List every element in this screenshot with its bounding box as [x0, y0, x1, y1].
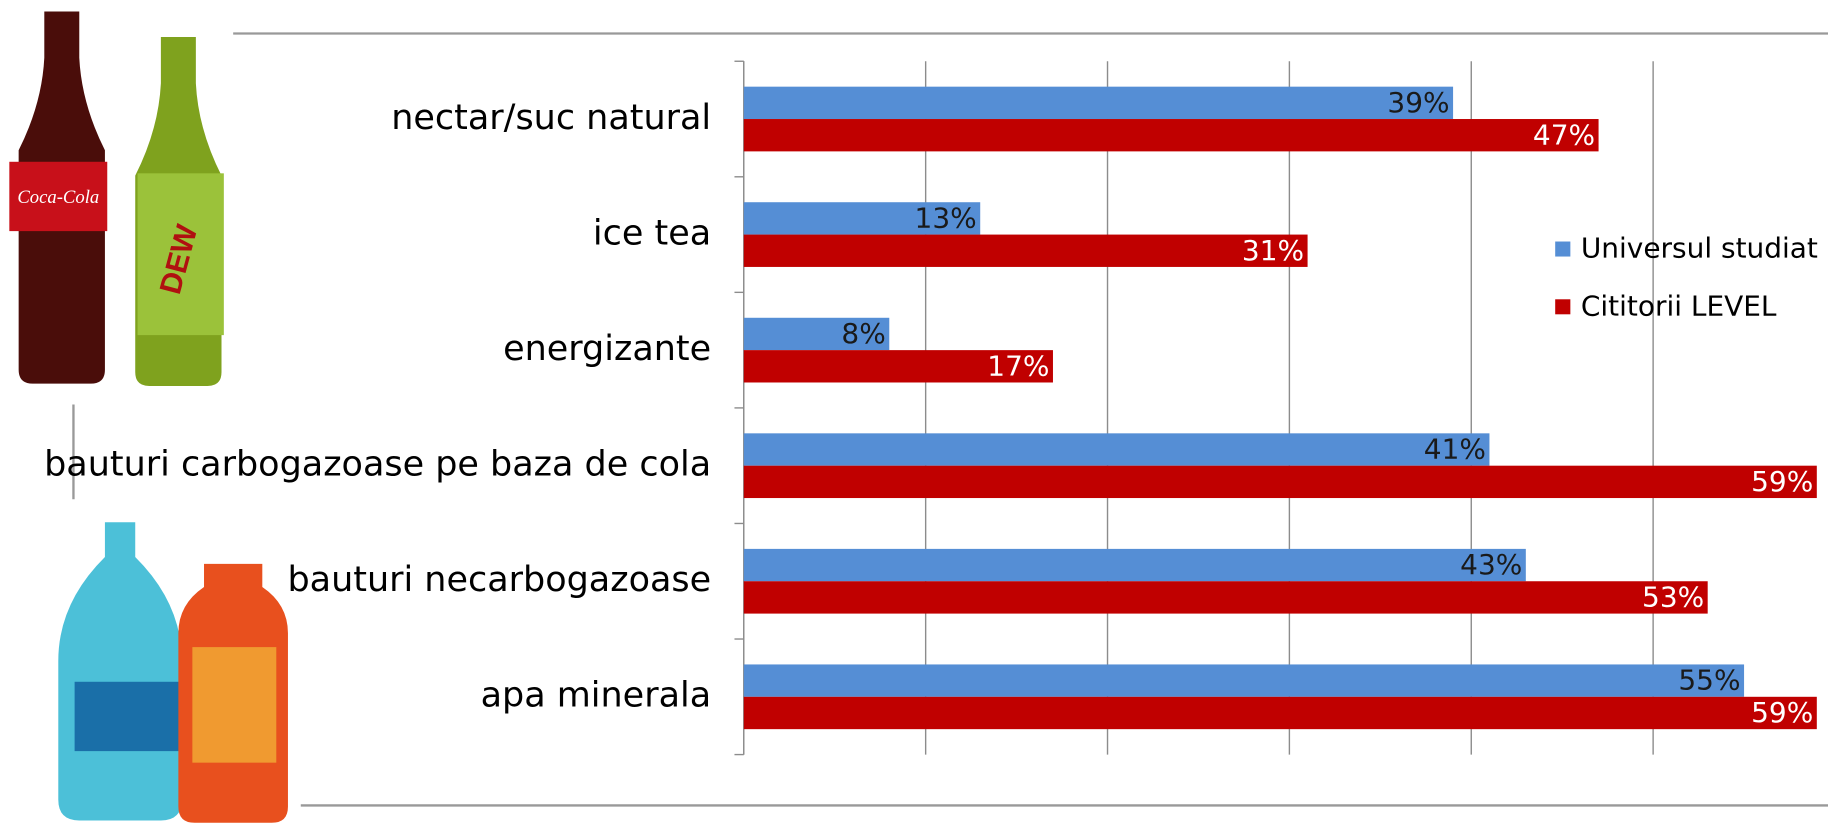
value-label: 59% — [1751, 696, 1813, 729]
svg-text:Coca-Cola: Coca-Cola — [17, 187, 99, 208]
category-label: bauturi necarbogazoase — [287, 560, 711, 600]
legend-swatch — [1555, 299, 1571, 315]
bar — [743, 234, 1308, 267]
bar — [743, 664, 1745, 697]
category-label: ice tea — [593, 214, 711, 254]
category-label: energizante — [503, 329, 711, 369]
legend-label: Cititorii LEVEL — [1581, 289, 1777, 322]
bar — [743, 202, 981, 235]
category-label: nectar/suc natural — [391, 98, 711, 138]
cola-bottle: Coca-Cola — [9, 11, 108, 384]
bar — [743, 86, 1454, 120]
value-label: 53% — [1642, 581, 1704, 614]
value-label: 8% — [841, 317, 885, 350]
value-label: 41% — [1424, 433, 1486, 466]
value-label: 43% — [1460, 548, 1522, 581]
category-label: bauturi carbogazoase pe baza de cola — [44, 445, 711, 485]
value-label: 13% — [915, 202, 977, 235]
bar — [743, 119, 1599, 152]
chart: nectar/suc natural 39% 47% ice tea 13% 31% ene… — [44, 60, 1818, 756]
legend-swatch — [1555, 241, 1571, 257]
bar — [743, 465, 1817, 499]
value-label: 55% — [1678, 664, 1740, 697]
dew-bottle: DEW — [135, 36, 224, 386]
water-bottle — [58, 522, 182, 821]
bar — [743, 548, 1526, 582]
value-label: 31% — [1242, 234, 1304, 267]
bar — [743, 581, 1708, 614]
bar — [743, 350, 1053, 383]
juice-bottle — [178, 563, 288, 823]
value-label: 59% — [1751, 465, 1813, 498]
legend-label: Universul studiat — [1581, 232, 1818, 265]
bar — [743, 433, 1490, 466]
category-label: apa minerala — [481, 676, 712, 716]
value-label: 39% — [1387, 86, 1449, 119]
value-label: 17% — [987, 350, 1049, 383]
value-label: 47% — [1533, 118, 1595, 151]
bar — [743, 317, 890, 351]
bar — [743, 696, 1817, 730]
